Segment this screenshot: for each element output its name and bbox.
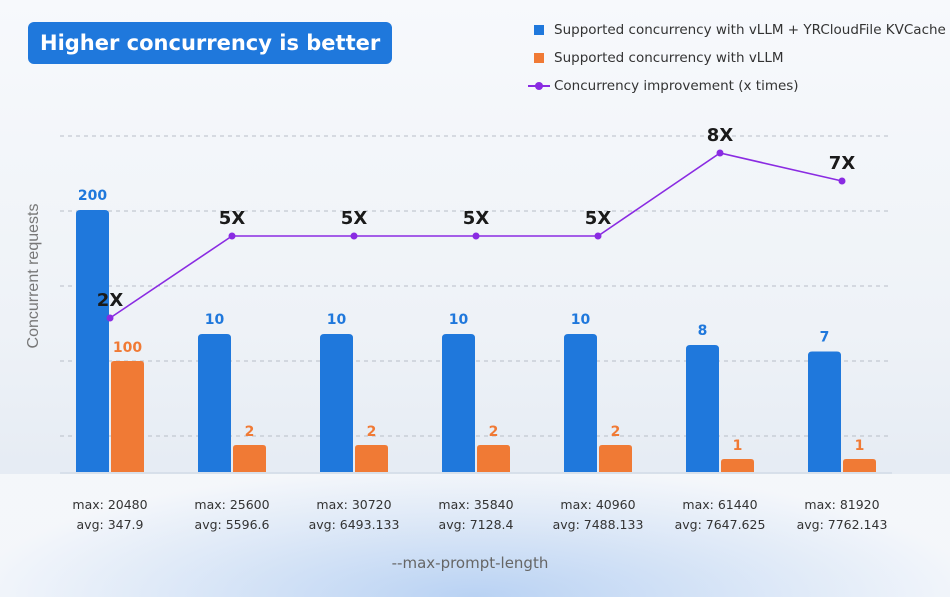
data-label-vllm: 2 [611,424,621,440]
improvement-point [106,314,114,322]
bar-kvcache [686,344,719,472]
x-tick-label: max: 35840 [438,497,513,512]
bar-kvcache [76,210,109,472]
data-label-vllm: 1 [855,438,865,454]
data-label-kvcache: 10 [571,312,591,328]
bar-kvcache [198,334,231,472]
x-tick-label: avg: 7647.625 [675,517,766,532]
data-label-kvcache: 7 [820,330,830,346]
improvement-label: 5X [341,208,368,229]
data-label-vllm: 2 [245,424,255,440]
axis-band [0,474,950,597]
legend-swatch-blue [534,25,544,35]
legend-label: Supported concurrency with vLLM [554,50,784,66]
improvement-point [594,232,602,240]
improvement-label: 5X [463,208,490,229]
x-tick-label: avg: 6493.133 [309,517,400,532]
bar-kvcache [564,334,597,472]
x-tick-label: avg: 7128.4 [439,517,514,532]
legend-dot-purple [535,82,543,90]
improvement-label: 7X [829,153,856,174]
data-label-vllm: 1 [733,438,743,454]
bar-vllm [355,445,388,472]
improvement-point [838,177,846,185]
bar-vllm [111,361,144,472]
improvement-label: 2X [97,290,124,311]
data-label-kvcache: 10 [205,312,225,328]
improvement-point [228,232,236,240]
x-tick-label: max: 20480 [72,497,147,512]
improvement-point [350,232,358,240]
chart-title-badge: Higher concurrency is better [28,22,393,64]
bar-vllm [599,445,632,472]
bar-vllm [843,459,876,472]
data-label-vllm: 100 [113,340,142,356]
data-label-kvcache: 8 [698,323,708,339]
x-tick-label: avg: 7762.143 [797,517,888,532]
improvement-point [716,149,724,157]
bar-kvcache [320,334,353,472]
x-axis-label: --max-prompt-length [391,554,549,572]
legend-label: Concurrency improvement (x times) [554,78,799,94]
data-label-kvcache: 200 [78,188,107,204]
bar-vllm [233,445,266,472]
x-tick-label: max: 61440 [682,497,757,512]
bar-vllm [721,459,754,472]
x-tick-label: avg: 7488.133 [553,517,644,532]
data-label-kvcache: 10 [327,312,347,328]
data-label-kvcache: 10 [449,312,469,328]
x-tick-label: max: 40960 [560,497,635,512]
improvement-label: 5X [585,208,612,229]
x-tick-label: max: 81920 [804,497,879,512]
x-tick-label: avg: 5596.6 [195,517,270,532]
improvement-label: 8X [707,125,734,146]
data-label-vllm: 2 [367,424,377,440]
x-tick-label: avg: 347.9 [77,517,144,532]
bar-kvcache [808,351,841,472]
legend-swatch-orange [534,53,544,63]
bar-vllm [477,445,510,472]
legend-label: Supported concurrency with vLLM + YRClou… [554,22,946,38]
bar-kvcache [442,334,475,472]
data-label-vllm: 2 [489,424,499,440]
x-tick-label: max: 25600 [194,497,269,512]
x-tick-label: max: 30720 [316,497,391,512]
improvement-label: 5X [219,208,246,229]
improvement-point [472,232,480,240]
